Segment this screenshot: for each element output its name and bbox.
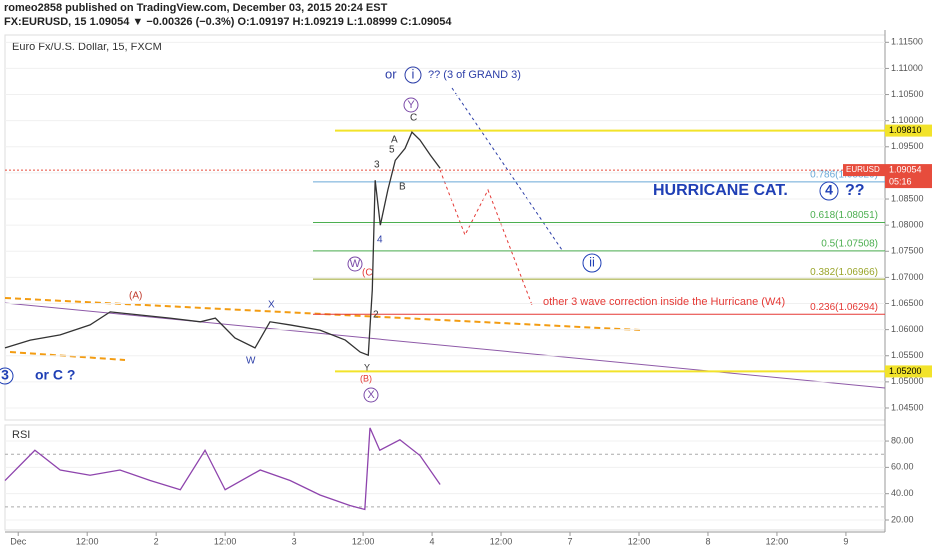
y-tick-label: 1.05500	[891, 350, 924, 360]
annotation: or	[385, 66, 397, 81]
annotation: W	[246, 356, 256, 367]
y-tick-label: 1.09500	[891, 141, 924, 151]
y-tick-label: 60.00	[891, 462, 914, 472]
x-tick-label: 12:00	[766, 536, 789, 546]
annotation: or C ?	[35, 367, 75, 383]
annotation: 5	[389, 145, 395, 156]
annotation-circle	[363, 387, 379, 403]
annotation-circle	[819, 181, 839, 201]
annotation: (C	[362, 268, 373, 279]
publisher: romeo2858 published on TradingView.com, …	[4, 2, 388, 14]
x-tick-label: 12:00	[490, 536, 513, 546]
fib-label: 0.618(1.08051)	[810, 210, 878, 221]
annotation-circle	[347, 256, 363, 272]
level-tag	[885, 124, 932, 137]
annotation: C	[410, 113, 417, 124]
x-tick-label: 12:00	[76, 536, 99, 546]
x-tick-label: 9	[843, 536, 848, 546]
x-tick-label: Dec	[10, 536, 27, 546]
y-tick-label: 20.00	[891, 514, 914, 524]
annotation: 3	[374, 160, 380, 171]
projection-path	[439, 169, 533, 306]
y-tick-label: 1.11500	[891, 37, 923, 47]
rsi-title: RSI	[12, 429, 30, 441]
x-tick-label: 12:00	[628, 536, 651, 546]
name-tag	[843, 164, 885, 177]
price-tag	[885, 164, 932, 189]
annotation: 2	[373, 310, 379, 321]
y-tick-label: 80.00	[891, 435, 914, 445]
annotation: W	[350, 258, 361, 270]
annotation: other 3 wave correction inside the Hurri…	[543, 296, 785, 308]
annotation: 4	[825, 182, 833, 198]
annotation: i	[412, 66, 415, 81]
annotation: HURRICANE CAT.	[653, 182, 788, 199]
annotation: (A)	[129, 291, 142, 302]
annotation: A	[391, 135, 398, 146]
fib-label: 0.382(1.06966)	[810, 267, 878, 278]
y-tick-label: 1.07500	[891, 246, 924, 256]
y-tick-label: 1.10000	[891, 115, 924, 125]
fib-label: 0.5(1.07508)	[821, 238, 878, 249]
quote: FX:EURUSD, 15 1.09054 ▼ −0.00326 (−0.3%)…	[4, 16, 452, 28]
annotation: B	[399, 182, 406, 193]
level-label: 1.09810	[889, 125, 922, 135]
x-tick-label: 12:00	[352, 536, 375, 546]
annotation-circle	[403, 97, 419, 113]
price-line-series	[4, 427, 441, 511]
y-tick-label: 1.05000	[891, 376, 924, 386]
annotation-circle	[0, 367, 14, 385]
annotation: X	[268, 300, 275, 311]
y-tick-label: 1.06000	[891, 324, 924, 334]
annotation: 3	[1, 367, 9, 383]
chart-title: Euro Fx/U.S. Dollar, 15, FXCM	[12, 41, 162, 53]
y-tick-label: 1.07000	[891, 272, 924, 282]
price-line-series	[4, 131, 441, 357]
annotation: X	[367, 389, 375, 401]
trend-line	[4, 302, 886, 389]
x-tick-label: 7	[568, 536, 573, 546]
annotation: ??	[845, 182, 865, 199]
tag-price: 1.09054	[889, 164, 922, 174]
y-tick-label: 1.08000	[891, 220, 924, 230]
x-tick-label: 8	[705, 536, 710, 546]
x-tick-label: 12:00	[214, 536, 237, 546]
level-label: 1.05200	[889, 366, 922, 376]
annotation-circle	[582, 253, 602, 273]
y-tick-label: 1.10500	[891, 89, 924, 99]
fib-label: 0.236(1.06294)	[810, 302, 878, 313]
annotation: ii	[589, 254, 595, 269]
annotation: Y	[407, 99, 415, 111]
tag-name: EURUSD	[846, 165, 880, 174]
annotation-circle	[404, 66, 422, 84]
projection-arrow	[451, 87, 563, 251]
level-tag	[885, 365, 932, 378]
y-tick-label: 40.00	[891, 488, 914, 498]
x-tick-label: 2	[154, 536, 159, 546]
y-tick-label: 1.11000	[891, 63, 923, 73]
annotation: ?? (3 of GRAND 3)	[428, 69, 521, 81]
annotation: (B)	[360, 373, 372, 383]
y-tick-label: 1.06500	[891, 298, 924, 308]
annotation: Y	[364, 362, 370, 372]
x-tick-label: 4	[430, 536, 435, 546]
annotation: 4	[377, 235, 383, 246]
tag-countdown: 05:16	[889, 176, 912, 186]
y-tick-label: 1.08500	[891, 193, 924, 203]
x-tick-label: 3	[292, 536, 297, 546]
y-tick-label: 1.04500	[891, 402, 924, 412]
